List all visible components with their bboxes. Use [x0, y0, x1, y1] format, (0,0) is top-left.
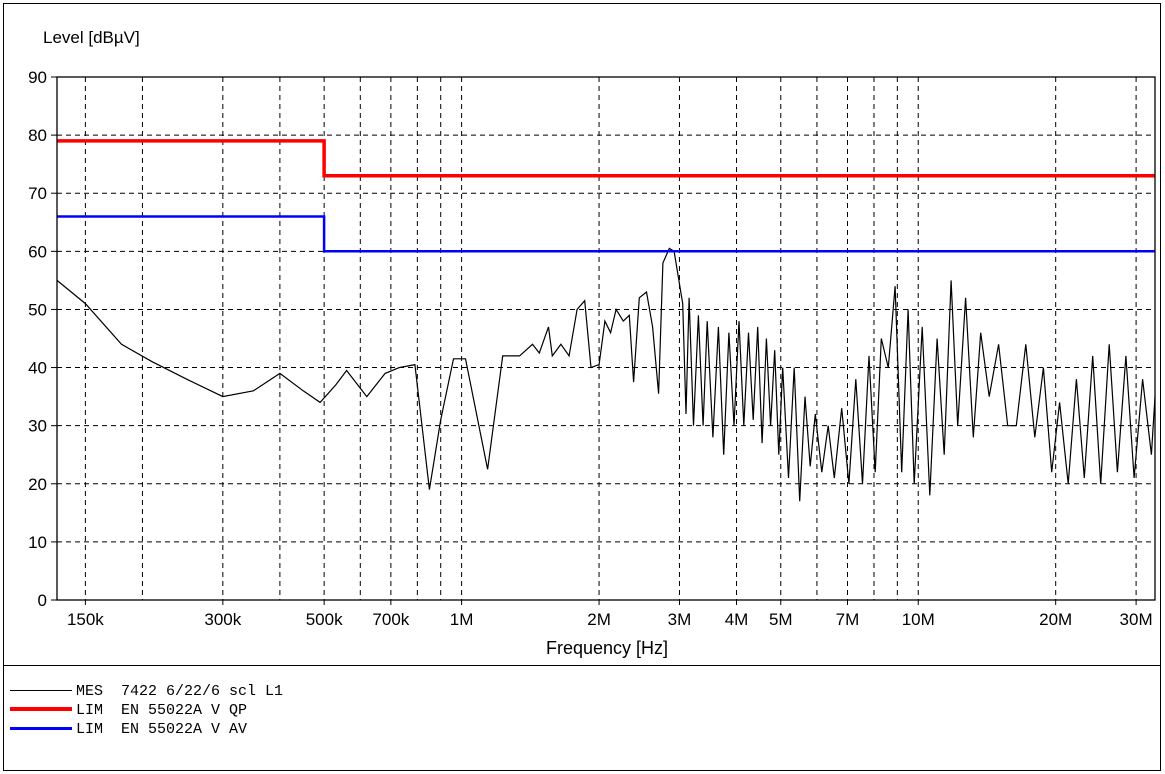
legend-swatch-av-limit [10, 727, 72, 730]
y-tick-label: 60 [28, 242, 47, 261]
x-tick-label: 700k [372, 610, 409, 629]
y-tick-label: 70 [28, 184, 47, 203]
series-lines [56, 139, 1156, 502]
x-tick-label: 30M [1120, 610, 1153, 629]
emission-chart: Level [dBµV] Frequency [Hz] 0 10 20 30 40 50 6… [28, 28, 1156, 658]
x-tick-label: 10M [902, 610, 935, 629]
legend-label-measurement: MES 7422 6/22/6 scl L1 [76, 683, 284, 700]
y-tick-label: 0 [38, 591, 47, 610]
legend-swatch-measurement [10, 690, 72, 691]
legend-label-av-limit: LIM EN 55022A V AV [76, 721, 248, 738]
plot-area-border [56, 76, 1156, 601]
y-tick-label: 40 [28, 359, 47, 378]
chart-frame [3, 3, 1161, 771]
x-tick-label: 2M [587, 610, 611, 629]
axis-ticks: 0 10 20 30 40 50 60 70 80 90 150k 300k 500k 700k 1M 2M 3… [28, 68, 1153, 629]
legend-swatch-qp-limit [10, 707, 72, 711]
x-tick-label: 3M [668, 610, 692, 629]
x-tick-label: 300k [204, 610, 241, 629]
y-tick-label: 30 [28, 417, 47, 436]
series-measurement-line [56, 247, 1156, 502]
x-tick-label: 150k [67, 610, 104, 629]
legend-divider [3, 665, 1161, 666]
legend-label-qp-limit: LIM EN 55022A V QP [76, 702, 248, 719]
x-tick-label: 4M [725, 610, 749, 629]
y-tick-label: 50 [28, 300, 47, 319]
y-tick-label: 90 [28, 68, 47, 87]
x-axis-label: Frequency [Hz] [546, 638, 668, 658]
series-qp-limit-line [57, 139, 1155, 178]
grid-lines [57, 77, 1155, 600]
y-tick-label: 20 [28, 475, 47, 494]
x-tick-label: 20M [1039, 610, 1072, 629]
x-tick-label: 7M [836, 610, 860, 629]
x-tick-label: 1M [450, 610, 474, 629]
x-tick-label: 500k [306, 610, 343, 629]
x-tick-label: 5M [769, 610, 793, 629]
y-tick-label: 10 [28, 533, 47, 552]
y-axis-label: Level [dBµV] [43, 28, 140, 47]
series-av-limit-line [57, 215, 1155, 253]
y-tick-label: 80 [28, 126, 47, 145]
